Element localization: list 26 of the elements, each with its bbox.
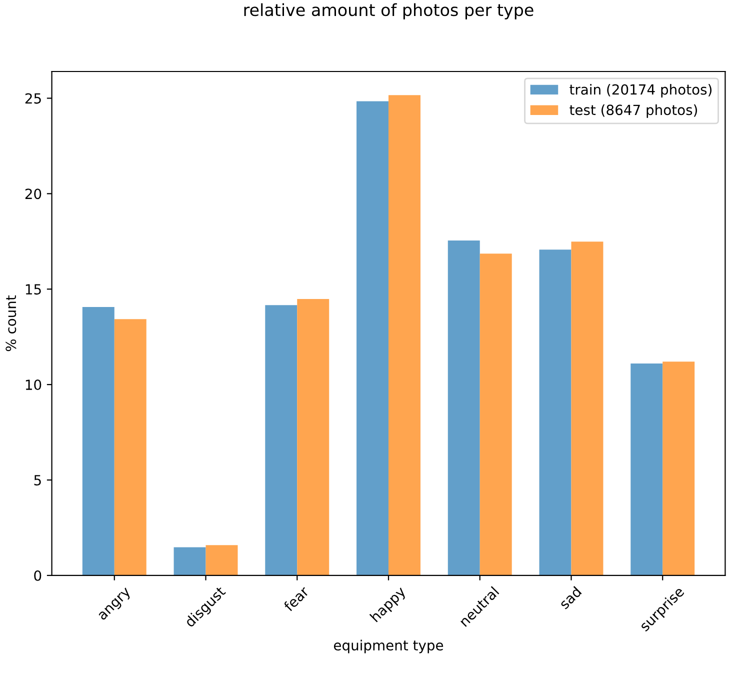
bar [630, 364, 663, 576]
bar [571, 242, 604, 576]
bar [662, 362, 695, 576]
bar [265, 305, 298, 576]
x-tick-label: sad [558, 586, 582, 610]
bar [356, 101, 388, 576]
y-tick-label: 20 [25, 188, 42, 200]
y-tick-label: 0 [34, 570, 42, 581]
bar [388, 95, 420, 576]
y-tick-label: 10 [26, 380, 42, 390]
bar [114, 319, 146, 576]
legend-label: train (20174 photos) [570, 84, 712, 98]
bar [448, 240, 480, 576]
legend-label: test (8647 photos) [570, 104, 698, 118]
y-tick-label: 5 [34, 475, 41, 486]
bar [539, 250, 572, 576]
y-tick-label: 15 [26, 284, 41, 295]
bar [206, 545, 238, 576]
bar [82, 307, 114, 576]
bar [297, 299, 330, 576]
chart-title: relative amount of photos per type [244, 3, 534, 20]
bar [174, 547, 206, 576]
x-axis-title: equipment type [334, 640, 444, 654]
y-tick-label: 25 [25, 93, 41, 104]
y-axis-title: % count [6, 295, 16, 352]
bar [480, 254, 512, 576]
